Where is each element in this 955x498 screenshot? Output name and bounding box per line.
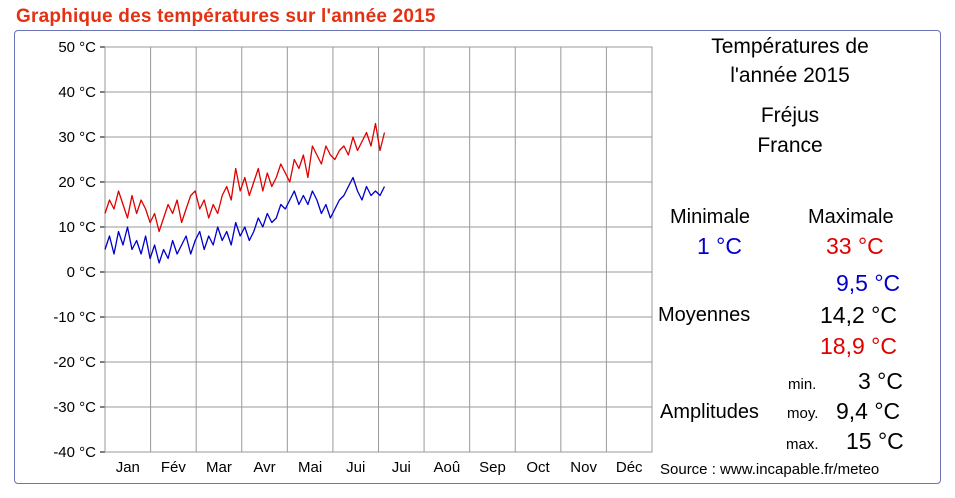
y-tick-label: 0 °C: [67, 264, 97, 281]
y-tick-label: -20 °C: [53, 354, 96, 371]
amp-max-value: 15 °C: [846, 428, 904, 454]
min-temperature-line: [104, 176, 386, 264]
info-heading-line2: l'année 2015: [730, 64, 850, 87]
y-tick-label: 40 °C: [58, 84, 96, 101]
y-tick-label: 10 °C: [58, 219, 96, 236]
x-tick-label: Oct: [526, 459, 550, 476]
info-heading-line1: Températures de: [711, 35, 869, 58]
moyenne-min-value: 9,5 °C: [836, 270, 901, 296]
y-tick-label: 30 °C: [58, 129, 96, 146]
x-tick-label: Avr: [253, 459, 275, 476]
minimale-label: Minimale: [670, 206, 751, 228]
moyennes-label: Moyennes: [658, 304, 751, 326]
moyenne-max-value: 18,9 °C: [820, 333, 897, 359]
x-tick-label: Sep: [479, 459, 506, 476]
x-tick-label: Mai: [298, 459, 322, 476]
amp-min-value: 3 °C: [858, 368, 903, 394]
info-country: France: [757, 134, 823, 157]
x-tick-label: Jui: [346, 459, 365, 476]
x-tick-label: Aoû: [434, 459, 461, 476]
x-tick-label: Fév: [161, 459, 187, 476]
y-tick-label: 50 °C: [58, 39, 96, 56]
minimale-value: 1 °C: [697, 233, 742, 259]
amplitudes-label: Amplitudes: [660, 401, 759, 423]
max-temperature-line: [104, 122, 386, 233]
amp-max-label: max.: [786, 436, 819, 453]
source-credit: Source : www.incapable.fr/meteo: [660, 461, 880, 478]
y-tick-label: -10 °C: [53, 309, 96, 326]
y-tick-label: 20 °C: [58, 174, 96, 191]
y-tick-label: -30 °C: [53, 399, 96, 416]
maximale-label: Maximale: [808, 206, 894, 228]
x-tick-label: Jan: [116, 459, 140, 476]
x-tick-label: Nov: [570, 459, 597, 476]
x-tick-label: Déc: [616, 459, 643, 476]
amp-min-label: min.: [788, 376, 817, 393]
moyenne-moy-value: 14,2 °C: [820, 302, 897, 328]
page-title: Graphique des températures sur l'année 2…: [16, 6, 436, 27]
amp-moy-value: 9,4 °C: [836, 398, 901, 424]
amp-moy-label: moy.: [787, 405, 819, 422]
x-tick-label: Jui: [392, 459, 411, 476]
y-tick-label: -40 °C: [53, 444, 96, 461]
info-city: Fréjus: [760, 104, 820, 127]
x-tick-label: Mar: [206, 459, 232, 476]
maximale-value: 33 °C: [826, 233, 884, 259]
